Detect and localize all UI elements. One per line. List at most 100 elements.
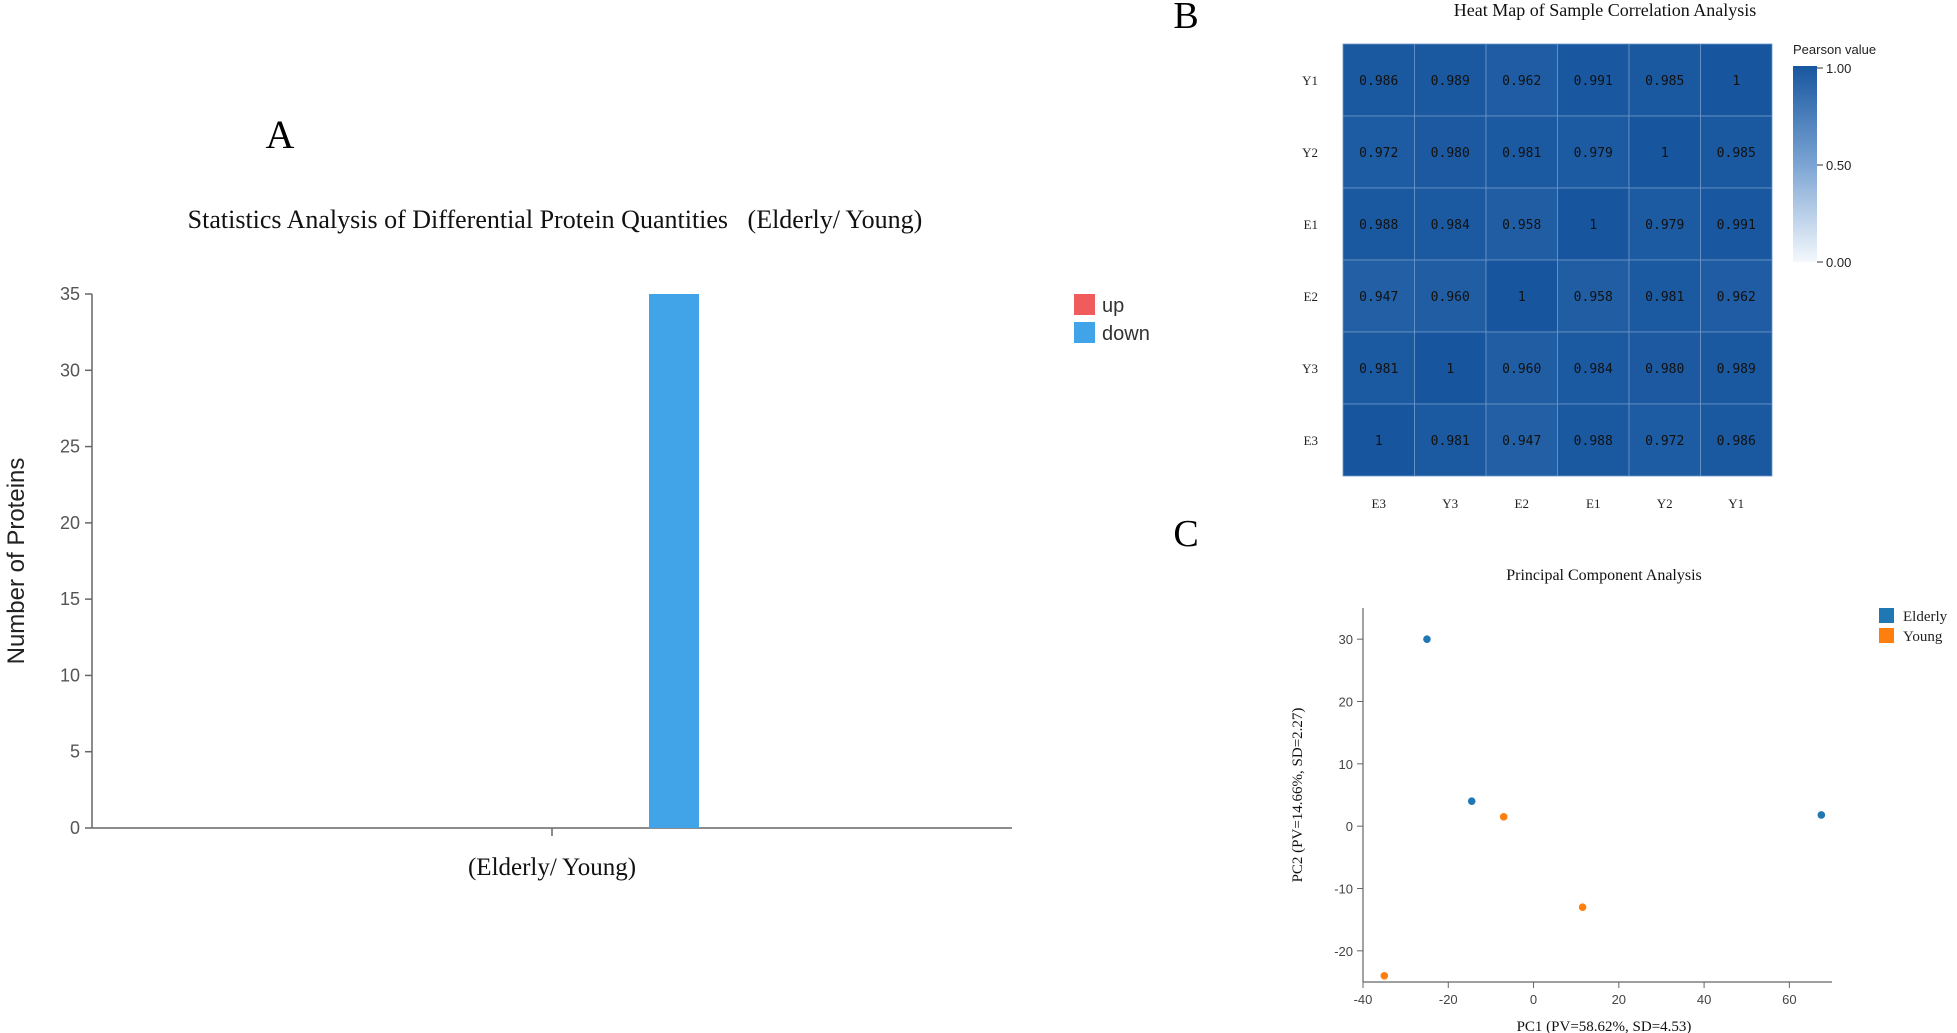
chart-a-y-tick-label: 0 xyxy=(70,818,80,838)
heatmap-cell xyxy=(1342,43,1415,117)
heatmap-col-label: E3 xyxy=(1372,496,1386,511)
heatmap-cell-label: 0.947 xyxy=(1359,290,1398,305)
pca-point-elderly xyxy=(1817,811,1826,819)
heatmap-row-label: E3 xyxy=(1304,433,1318,448)
heatmap-cell xyxy=(1485,403,1558,477)
chart-c-x-tick-label: 60 xyxy=(1782,992,1796,1007)
heatmap-chart-b: Heat Map of Sample Correlation Analysis … xyxy=(1302,0,1876,511)
colorbar-tick-label: 0.00 xyxy=(1826,255,1851,270)
chart-c-y-tick-label: 20 xyxy=(1339,695,1353,710)
heatmap-cell-label: 0.972 xyxy=(1359,146,1398,161)
chart-a-legend-swatch-down xyxy=(1074,322,1095,343)
heatmap-col-label: Y1 xyxy=(1728,496,1744,511)
heatmap-cell xyxy=(1485,259,1558,333)
chart-b-colorbar-title: Pearson value xyxy=(1793,42,1876,57)
chart-b-colorbar xyxy=(1793,66,1817,262)
chart-a-y-tick-label: 25 xyxy=(60,437,80,457)
panel-letter-c: C xyxy=(1173,513,1198,555)
heatmap-col-label: E1 xyxy=(1586,496,1600,511)
chart-c-legend-swatch-elderly xyxy=(1879,608,1894,623)
bar-chart-a: Statistics Analysis of Differential Prot… xyxy=(3,205,1150,881)
heatmap-cell-label: 0.958 xyxy=(1574,290,1613,305)
heatmap-row-label: Y1 xyxy=(1302,73,1318,88)
heatmap-cell xyxy=(1342,115,1415,189)
heatmap-cell-label: 0.988 xyxy=(1574,434,1613,449)
heatmap-cell xyxy=(1342,259,1415,333)
heatmap-cell-label: 0.947 xyxy=(1502,434,1541,449)
chart-a-category-label: (Elderly/ Young) xyxy=(468,854,636,881)
chart-c-x-tick-label: 40 xyxy=(1697,992,1711,1007)
heatmap-cell xyxy=(1628,43,1701,117)
heatmap-cell-label: 0.979 xyxy=(1574,146,1613,161)
panel-letter-a: A xyxy=(266,112,295,157)
heatmap-cell xyxy=(1557,115,1630,189)
heatmap-cell-label: 1 xyxy=(1518,290,1526,305)
chart-a-y-tick-label: 10 xyxy=(60,665,80,685)
heatmap-cell xyxy=(1414,403,1487,477)
heatmap-cell-label: 0.989 xyxy=(1431,74,1470,89)
chart-c-y-tick-label: -20 xyxy=(1334,944,1353,959)
pca-point-elderly xyxy=(1467,797,1476,806)
heatmap-col-label: Y2 xyxy=(1657,496,1673,511)
heatmap-cell-label: 0.980 xyxy=(1431,146,1470,161)
heatmap-cell-label: 1 xyxy=(1446,362,1454,377)
heatmap-cell xyxy=(1485,331,1558,405)
heatmap-row-label: Y3 xyxy=(1302,361,1318,376)
heatmap-cell-label: 0.981 xyxy=(1645,290,1684,305)
chart-a-y-tick-label: 20 xyxy=(60,513,80,533)
pca-point-elderly xyxy=(1423,635,1431,643)
heatmap-cell xyxy=(1557,403,1630,477)
heatmap-cell xyxy=(1342,403,1415,477)
pca-point-young xyxy=(1380,971,1389,980)
heatmap-cell xyxy=(1557,187,1630,261)
pca-point-young xyxy=(1578,903,1587,911)
chart-a-y-tick-label: 5 xyxy=(70,742,80,762)
heatmap-cell xyxy=(1700,259,1773,333)
heatmap-cell-label: 0.986 xyxy=(1717,434,1756,449)
heatmap-cell-label: 0.988 xyxy=(1359,218,1398,233)
heatmap-cell xyxy=(1628,259,1701,333)
heatmap-cell xyxy=(1342,187,1415,261)
heatmap-cell xyxy=(1485,115,1558,189)
heatmap-cell-label: 0.962 xyxy=(1717,290,1756,305)
chart-a-y-tick-label: 35 xyxy=(60,284,80,304)
heatmap-cell-label: 0.962 xyxy=(1502,74,1541,89)
chart-a-legend-swatch-up xyxy=(1074,294,1095,315)
heatmap-cell-label: 0.985 xyxy=(1645,74,1684,89)
chart-a-bar-down xyxy=(649,294,699,828)
heatmap-cell xyxy=(1700,403,1773,477)
scatter-chart-c: Principal Component Analysis PC1 (PV=58.… xyxy=(1290,567,1948,1033)
chart-c-title: Principal Component Analysis xyxy=(1506,567,1702,584)
heatmap-cell xyxy=(1414,187,1487,261)
chart-c-y-tick-label: 0 xyxy=(1346,819,1353,834)
chart-c-y-tick-label: 10 xyxy=(1339,757,1353,772)
panel-letter-b: B xyxy=(1173,0,1198,37)
chart-a-y-tick-label: 15 xyxy=(60,589,80,609)
heatmap-cell-label: 0.991 xyxy=(1574,74,1613,89)
chart-c-legend-swatch-young xyxy=(1879,628,1894,643)
chart-c-legend-label-elderly: Elderly xyxy=(1903,609,1948,625)
chart-c-x-label: PC1 (PV=58.62%, SD=4.53) xyxy=(1517,1019,1692,1033)
heatmap-cell xyxy=(1628,403,1701,477)
heatmap-cell xyxy=(1700,115,1773,189)
heatmap-row-label: E1 xyxy=(1304,217,1318,232)
heatmap-cell xyxy=(1557,43,1630,117)
heatmap-cell xyxy=(1700,43,1773,117)
heatmap-cell xyxy=(1628,187,1701,261)
chart-a-y-label: Number of Proteins xyxy=(3,458,30,665)
heatmap-cell xyxy=(1628,115,1701,189)
heatmap-cell-label: 0.980 xyxy=(1645,362,1684,377)
heatmap-cell-label: 1 xyxy=(1589,218,1597,233)
heatmap-cell-label: 0.972 xyxy=(1645,434,1684,449)
heatmap-cell-label: 0.991 xyxy=(1717,218,1756,233)
heatmap-cell-label: 0.960 xyxy=(1502,362,1541,377)
heatmap-cell-label: 0.984 xyxy=(1431,218,1470,233)
heatmap-row-label: E2 xyxy=(1304,289,1318,304)
chart-a-y-tick-label: 30 xyxy=(60,360,80,380)
heatmap-cell-label: 0.989 xyxy=(1717,362,1756,377)
heatmap-cell xyxy=(1414,43,1487,117)
chart-c-y-label: PC2 (PV=14.66%, SD=2.27) xyxy=(1290,708,1306,883)
colorbar-tick-label: 1.00 xyxy=(1826,61,1851,76)
heatmap-col-label: Y3 xyxy=(1442,496,1458,511)
